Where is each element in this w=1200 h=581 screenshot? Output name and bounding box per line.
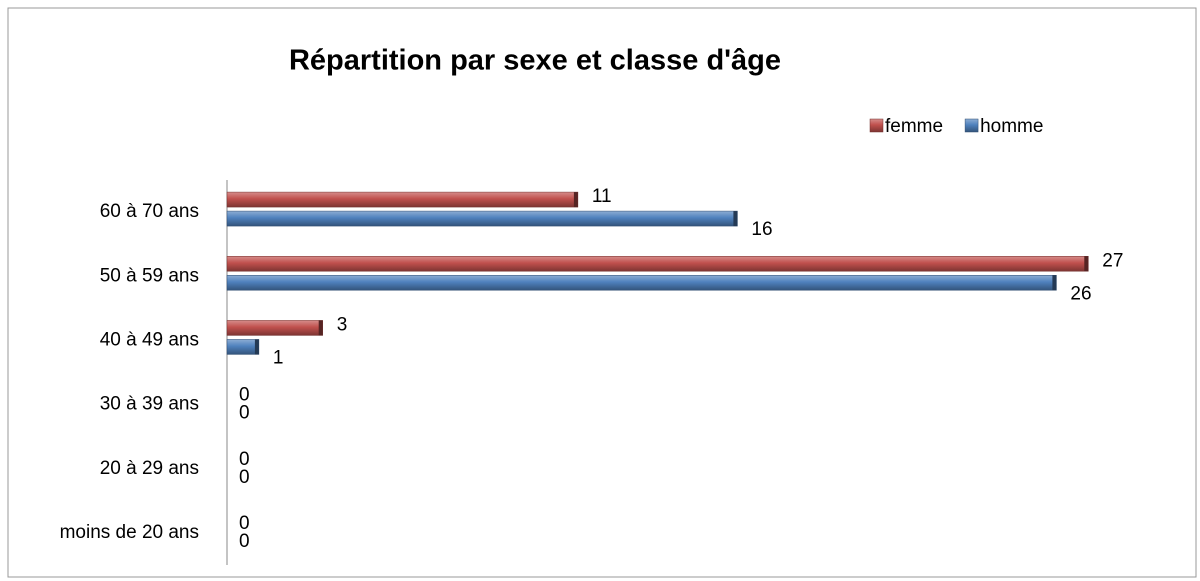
- bar-end: [573, 192, 578, 208]
- bar-end: [318, 320, 323, 336]
- bar-end: [1052, 275, 1057, 291]
- bar: [226, 339, 260, 355]
- data-label: 1: [273, 347, 284, 368]
- legend-label: homme: [980, 116, 1043, 137]
- data-label: 0: [239, 449, 250, 470]
- bar: [226, 210, 738, 227]
- y-tick-label: 50 à 59 ans: [100, 265, 199, 286]
- data-label: 26: [1070, 283, 1091, 304]
- data-label: 0: [239, 513, 250, 534]
- bar: [226, 256, 1089, 272]
- y-tick-label: moins de 20 ans: [60, 522, 199, 543]
- chart-frame: [7, 7, 1197, 578]
- legend-swatch: [869, 118, 884, 133]
- chart-title: Répartition par sexe et classe d'âge: [289, 45, 781, 77]
- y-tick-label: 60 à 70 ans: [100, 201, 199, 222]
- legend-swatch: [964, 118, 979, 133]
- data-label: 3: [337, 314, 348, 335]
- data-label: 0: [239, 531, 250, 552]
- bar: [226, 320, 323, 336]
- data-label: 11: [592, 186, 612, 207]
- y-tick-label: 30 à 39 ans: [100, 394, 199, 415]
- bar-end: [1084, 256, 1089, 272]
- bar: [226, 191, 579, 208]
- data-label: 0: [239, 467, 250, 488]
- y-tick-label: 40 à 49 ans: [100, 329, 199, 350]
- bar-end: [733, 211, 738, 227]
- data-label: 0: [239, 385, 250, 406]
- data-label: 27: [1102, 250, 1123, 271]
- data-label: 16: [751, 219, 772, 240]
- y-tick-label: 20 à 29 ans: [100, 458, 199, 479]
- legend-label: femme: [885, 116, 943, 137]
- bar: [226, 275, 1057, 291]
- data-label: 0: [239, 403, 250, 424]
- bar-end: [254, 339, 259, 355]
